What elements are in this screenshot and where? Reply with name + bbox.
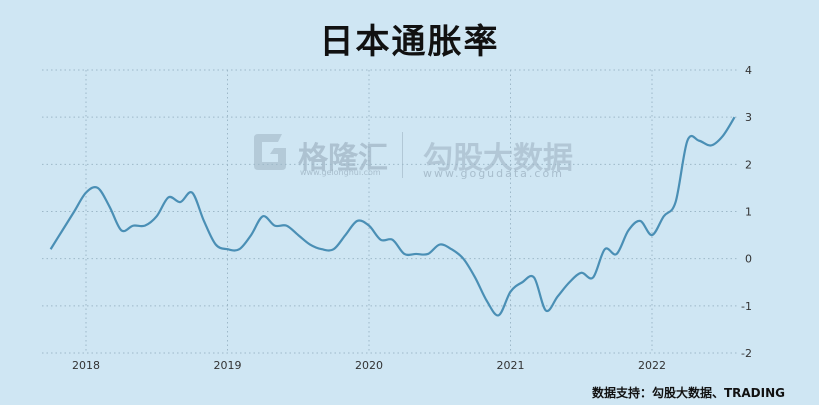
y-tick-label: 1: [745, 206, 752, 219]
data-point: [402, 252, 406, 256]
data-point: [473, 276, 477, 280]
series-line: [49, 116, 736, 317]
data-point: [450, 247, 454, 251]
data-point: [579, 271, 583, 275]
watermark-brand1-url: www.gelonghui.com: [300, 168, 381, 177]
x-axis-ticks: 2018 2019 2020 2021 2022: [72, 359, 666, 372]
grid-x: [85, 70, 653, 353]
data-point: [202, 219, 206, 223]
data-point: [638, 219, 642, 223]
watermark-brand2: 勾股大数据: [423, 141, 573, 176]
data-point: [626, 228, 630, 232]
data-point: [226, 247, 230, 251]
y-tick-label: 0: [745, 253, 752, 266]
y-tick-label: 2: [745, 158, 752, 171]
x-tick-label: 2018: [72, 359, 100, 372]
data-point: [249, 233, 253, 237]
data-point: [320, 247, 324, 251]
data-source: 数据支持：勾股大数据、TRADING: [591, 386, 785, 400]
data-point: [615, 252, 619, 256]
data-point: [214, 243, 218, 247]
data-point: [379, 238, 383, 242]
data-point: [332, 247, 336, 251]
data-point: [438, 243, 442, 247]
data-point: [591, 276, 595, 280]
data-point: [532, 276, 536, 280]
watermark-brand1: 格隆汇: [298, 141, 388, 176]
grid-y: [42, 69, 738, 354]
data-point: [426, 252, 430, 256]
y-tick-label: -2: [741, 347, 752, 360]
data-point: [367, 224, 371, 228]
data-point: [721, 134, 725, 138]
data-point: [343, 233, 347, 237]
y-axis-ticks: 4 3 2 1 0 -1 -2: [741, 64, 752, 360]
series-group: [49, 115, 737, 317]
data-point: [461, 257, 465, 261]
data-point: [284, 224, 288, 228]
data-point: [119, 228, 123, 232]
data-point: [485, 299, 489, 303]
gelonghui-logo-icon: [254, 134, 286, 170]
y-tick-label: 4: [745, 64, 752, 77]
data-point: [190, 191, 194, 195]
data-point: [709, 143, 713, 147]
data-point: [143, 224, 147, 228]
data-point: [509, 290, 513, 294]
data-point: [697, 139, 701, 143]
data-point: [391, 238, 395, 242]
data-point: [155, 214, 159, 218]
data-point: [650, 233, 654, 237]
x-tick-label: 2020: [355, 359, 383, 372]
data-point: [674, 200, 678, 204]
data-point: [662, 214, 666, 218]
data-point: [355, 219, 359, 223]
y-tick-label: 3: [745, 111, 752, 124]
data-point: [131, 224, 135, 228]
data-point: [733, 115, 737, 119]
y-tick-label: -1: [741, 300, 752, 313]
data-point: [273, 224, 277, 228]
data-point: [178, 200, 182, 204]
x-tick-label: 2019: [214, 359, 242, 372]
data-point: [544, 309, 548, 313]
data-point: [261, 214, 265, 218]
watermark-brand2-url: www.gogudata.com: [423, 167, 564, 180]
data-point: [96, 186, 100, 190]
data-point: [72, 210, 76, 214]
data-point: [49, 247, 53, 251]
x-tick-label: 2021: [497, 359, 525, 372]
data-point: [567, 280, 571, 284]
data-point: [685, 139, 689, 143]
watermark-separator: [402, 132, 403, 178]
data-point: [108, 205, 112, 209]
data-point: [520, 280, 524, 284]
data-point: [237, 247, 241, 251]
data-point: [414, 252, 418, 256]
data-point: [60, 228, 64, 232]
data-point: [296, 233, 300, 237]
data-point: [308, 243, 312, 247]
data-point: [167, 195, 171, 199]
data-point: [84, 191, 88, 195]
chart-title: 日本通胀率: [319, 22, 500, 62]
data-point: [497, 313, 501, 317]
x-tick-label: 2022: [638, 359, 666, 372]
data-point: [556, 294, 560, 298]
data-point: [603, 247, 607, 251]
